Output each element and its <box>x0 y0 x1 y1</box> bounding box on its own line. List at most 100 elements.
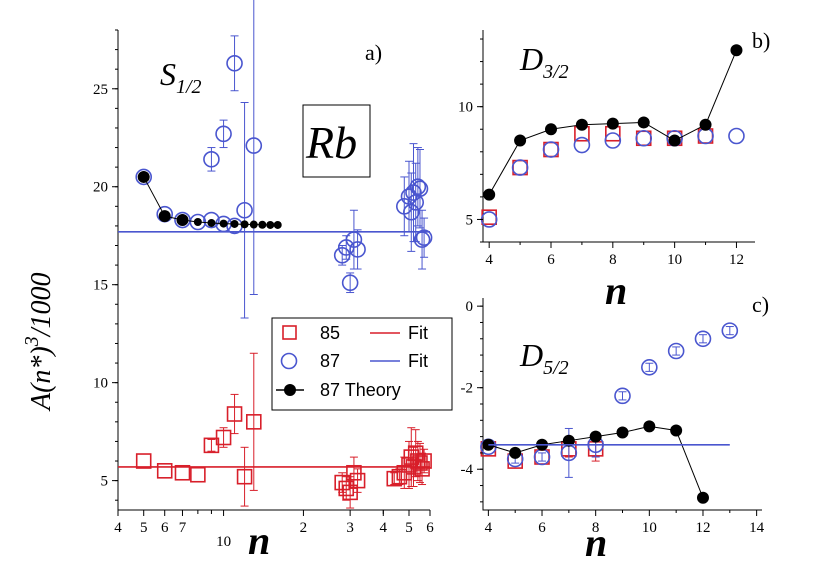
panel-a-point-theory <box>266 220 275 229</box>
panel-a-point-87 <box>245 137 263 154</box>
panel-a-point-85 <box>386 470 403 487</box>
panel-c-x-tick-label: 12 <box>695 520 710 536</box>
panel-a-point-theory <box>230 219 239 228</box>
panel-b-point-theory <box>699 118 712 131</box>
panel-a-marks <box>118 0 433 509</box>
panel-a-point-85 <box>349 472 366 489</box>
panel-c-state-label: D5/2 <box>519 337 569 379</box>
panel-b-point-87 <box>604 132 622 149</box>
panel-a-point-theory <box>219 219 228 228</box>
panel-a-y-tick-label: 15 <box>93 278 108 294</box>
panel-a-point-theory <box>207 218 216 227</box>
panel-b-x-tick-label: 10 <box>667 252 682 268</box>
panel-a-x-tick-label: 6 <box>161 520 169 536</box>
panel-b-y-tick-label: 5 <box>466 212 474 228</box>
legend-87-label: 87 <box>320 351 340 371</box>
panel-a-y-axis-label: A(n*)3/1000 <box>21 272 57 412</box>
panel-b-point-theory <box>483 188 496 201</box>
panel-a-point-87 <box>135 168 153 186</box>
panel-b-chart: 4 6 8 10 12 5 10 b) D3/2 n <box>458 28 770 313</box>
panel-c-point-87 <box>667 342 685 360</box>
panel-c-chart: 4 6 8 10 12 14 0 -2 -4 c) D5/2 n <box>461 292 770 564</box>
panel-a-point-theory <box>137 170 150 183</box>
panel-a-x-tick-label: 4 <box>380 520 388 536</box>
panel-b-point-theory <box>545 123 557 136</box>
panel-a-point-87 <box>226 55 243 72</box>
panel-a-point-85 <box>416 453 432 469</box>
panel-a-point-85 <box>334 474 350 491</box>
panel-c-y-tick-label: -2 <box>461 381 474 397</box>
panel-c-point-theory <box>562 434 575 447</box>
legend-85-fit-label: Fit <box>408 323 428 343</box>
panel-c-ticks: 4 6 8 10 12 14 0 -2 -4 <box>461 299 765 536</box>
panel-b-point-theory <box>575 118 588 131</box>
panel-b-marks <box>480 44 745 228</box>
panel-b-x-tick-label: 6 <box>547 252 555 268</box>
panel-a-x-tick-label: 5 <box>405 520 413 536</box>
panel-b-state-label: D3/2 <box>519 41 569 83</box>
panel-a-y-tick-label: 20 <box>93 180 108 196</box>
panel-c-point-87 <box>721 322 739 339</box>
panel-a-point-85 <box>135 453 152 469</box>
panel-b-x-tick-label: 8 <box>609 252 617 268</box>
panel-a-point-85 <box>156 463 173 479</box>
panel-c-point-theory <box>616 426 629 439</box>
panel-b-point-87 <box>511 159 529 176</box>
panel-a-x-tick-label: 6 <box>426 520 434 536</box>
panel-a-point-87 <box>333 247 351 264</box>
panel-b-point-87 <box>635 129 653 147</box>
panel-c-point-theory <box>589 430 602 443</box>
panel-a-x-tick-label: 7 <box>179 520 187 536</box>
panel-a-point-87 <box>215 125 232 143</box>
panel-c-point-theory <box>509 446 522 459</box>
panel-c-point-theory <box>696 491 709 504</box>
panel-b-point-theory <box>730 44 743 57</box>
panel-b-point-theory <box>514 134 527 147</box>
panel-b-x-axis-label: n <box>605 268 627 313</box>
panel-a-point-87 <box>236 201 253 219</box>
panel-a-x-tick-label: 4 <box>114 520 122 536</box>
panel-a-point-85 <box>245 414 262 430</box>
panel-c-axes <box>482 298 762 511</box>
panel-b-point-87 <box>697 127 714 145</box>
legend-theory-label: 87 Theory <box>320 380 401 400</box>
panel-a-y-tick-label: 10 <box>93 376 108 392</box>
panel-a-y-tick-label: 25 <box>93 82 108 98</box>
panel-a-point-85 <box>414 461 430 477</box>
panel-a-x-tick-label: 3 <box>346 520 354 536</box>
panel-c-marks <box>480 322 739 504</box>
panel-c-point-87 <box>641 359 658 376</box>
panel-c-y-tick-label: -4 <box>461 462 474 478</box>
panel-a-point-87 <box>341 274 359 292</box>
panel-b-y-tick-label: 10 <box>458 100 473 116</box>
panel-c-point-theory <box>670 424 683 437</box>
panel-a-point-85 <box>174 464 191 481</box>
panel-a-point-theory <box>273 220 282 229</box>
panel-a-point-theory <box>240 220 249 229</box>
panel-a-y-tick-label: 5 <box>101 474 109 490</box>
panel-a-point-87 <box>409 178 427 196</box>
panel-a-axes <box>117 30 430 511</box>
panel-c-point-87 <box>694 330 712 348</box>
panel-a-point-85 <box>226 406 243 422</box>
panel-a-point-87 <box>203 151 220 168</box>
panel-a-state-label: S1/2 <box>160 56 202 98</box>
panel-b-x-tick-label: 12 <box>729 252 744 268</box>
panel-b-point-theory <box>637 116 650 129</box>
panel-a-point-85 <box>391 468 408 485</box>
panel-c-x-tick-label: 8 <box>592 520 600 536</box>
panel-a-point-87 <box>402 203 420 221</box>
panel-a-point-87 <box>411 180 429 197</box>
legend: 85 Fit 87 Fit 87 Theory <box>271 317 453 411</box>
panel-a-point-87 <box>189 213 207 231</box>
panel-a-tag: a) <box>365 40 382 65</box>
panel-c-point-87 <box>614 387 631 405</box>
panel-a-point-theory <box>158 210 171 223</box>
panel-c-y-tick-label: 0 <box>466 299 474 315</box>
panel-a-x-axis-label: n <box>248 518 270 563</box>
panel-c-x-tick-label: 6 <box>538 520 546 536</box>
panel-a-point-theory <box>176 214 189 227</box>
panel-c-point-theory <box>643 420 656 433</box>
